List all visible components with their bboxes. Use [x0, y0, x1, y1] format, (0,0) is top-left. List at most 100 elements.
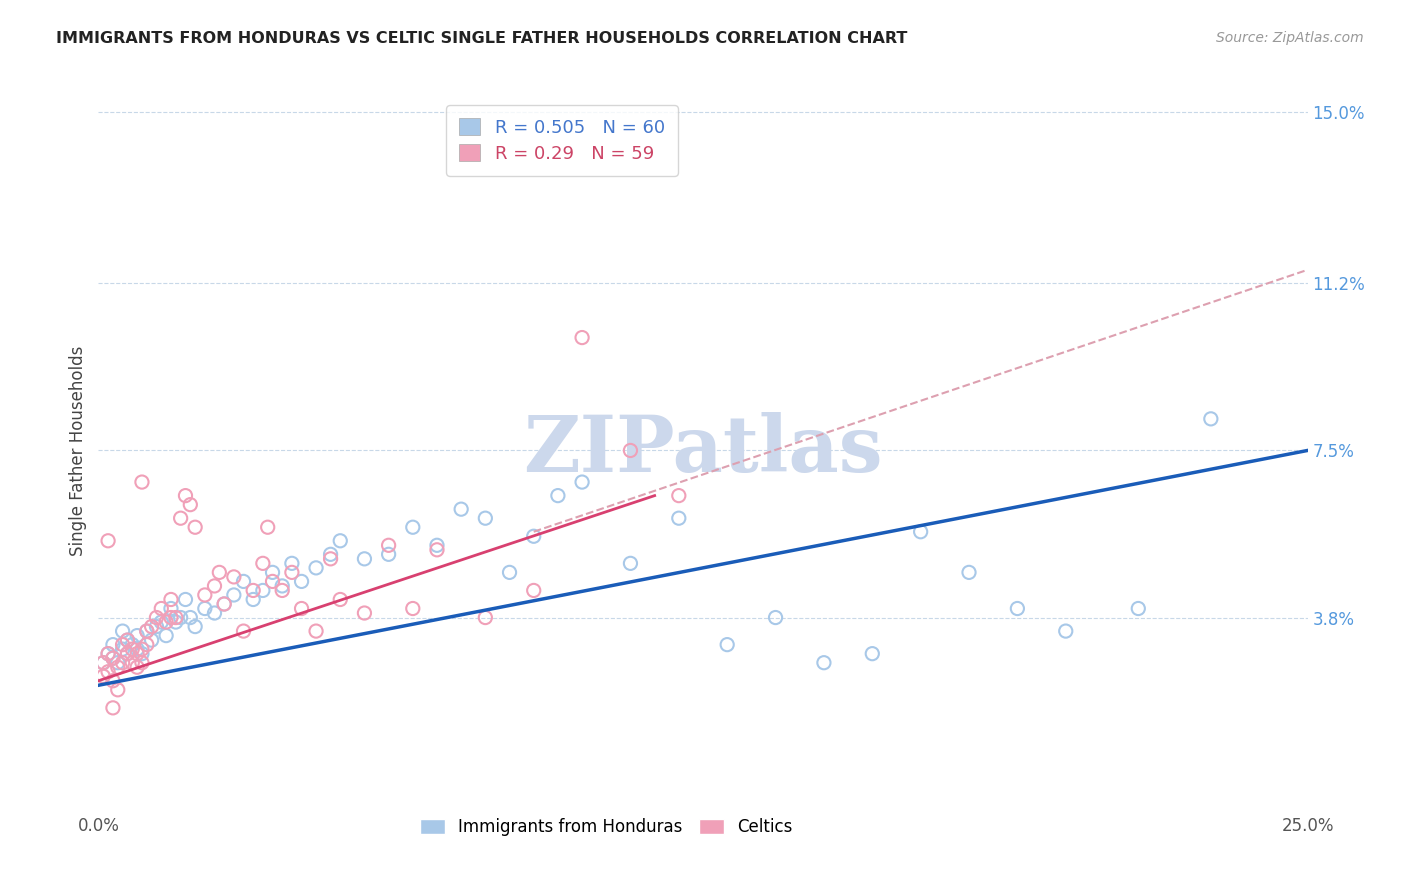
Point [184, 520, 207, 534]
Point [97, 647, 120, 661]
Point [474, 610, 496, 624]
Point [262, 574, 284, 589]
Text: Source: ZipAtlas.com: Source: ZipAtlas.com [1216, 31, 1364, 45]
Point [204, 579, 226, 593]
Point [571, 475, 593, 489]
Point [127, 647, 149, 661]
Point [571, 330, 593, 344]
Y-axis label: Single Father Households: Single Father Households [69, 345, 87, 556]
Point [498, 566, 520, 580]
Point [111, 638, 134, 652]
Point [910, 524, 932, 539]
Point [97, 647, 120, 661]
Point [765, 610, 787, 624]
Point [377, 547, 399, 561]
Point [619, 557, 641, 571]
Text: ZIPatlas: ZIPatlas [523, 412, 883, 489]
Point [1199, 412, 1222, 426]
Point [91, 656, 114, 670]
Point [242, 583, 264, 598]
Point [174, 592, 197, 607]
Point [131, 656, 153, 670]
Point [165, 615, 187, 629]
Point [319, 547, 342, 561]
Point [160, 601, 183, 615]
Point [179, 610, 201, 624]
Point [91, 669, 114, 683]
Point [111, 642, 134, 657]
Point [319, 551, 342, 566]
Point [101, 701, 124, 715]
Point [242, 592, 264, 607]
Point [127, 642, 149, 657]
Point [957, 566, 980, 580]
Point [150, 615, 173, 629]
Point [101, 673, 124, 688]
Point [150, 601, 173, 615]
Point [619, 443, 641, 458]
Point [281, 557, 304, 571]
Point [262, 566, 284, 580]
Point [281, 566, 304, 580]
Point [121, 638, 143, 652]
Point [160, 592, 183, 607]
Point [204, 606, 226, 620]
Point [450, 502, 472, 516]
Point [271, 579, 294, 593]
Point [305, 561, 328, 575]
Point [252, 583, 274, 598]
Point [426, 538, 449, 552]
Point [179, 498, 201, 512]
Point [117, 647, 139, 661]
Point [131, 475, 153, 489]
Point [101, 651, 124, 665]
Point [252, 557, 274, 571]
Point [860, 647, 883, 661]
Point [121, 656, 143, 670]
Point [402, 520, 425, 534]
Point [141, 619, 163, 633]
Point [212, 597, 235, 611]
Point [232, 624, 254, 639]
Point [426, 542, 449, 557]
Point [155, 629, 177, 643]
Point [271, 583, 294, 598]
Point [212, 597, 235, 611]
Text: IMMIGRANTS FROM HONDURAS VS CELTIC SINGLE FATHER HOUSEHOLDS CORRELATION CHART: IMMIGRANTS FROM HONDURAS VS CELTIC SINGL… [56, 31, 908, 46]
Point [165, 610, 187, 624]
Point [184, 619, 207, 633]
Point [402, 601, 425, 615]
Point [117, 633, 139, 648]
Point [222, 588, 245, 602]
Point [329, 592, 352, 607]
Point [135, 624, 157, 639]
Point [160, 610, 183, 624]
Point [121, 642, 143, 657]
Point [353, 606, 375, 620]
Point [329, 533, 352, 548]
Point [97, 665, 120, 679]
Point [101, 651, 124, 665]
Point [208, 566, 231, 580]
Point [194, 588, 217, 602]
Point [155, 615, 177, 629]
Point [145, 619, 167, 633]
Point [107, 660, 129, 674]
Point [474, 511, 496, 525]
Point [141, 633, 163, 648]
Point [523, 529, 546, 543]
Point [127, 660, 149, 674]
Point [97, 533, 120, 548]
Point [145, 610, 167, 624]
Point [135, 624, 157, 639]
Point [135, 638, 157, 652]
Point [668, 511, 690, 525]
Point [111, 624, 134, 639]
Point [547, 489, 569, 503]
Point [101, 638, 124, 652]
Point [290, 574, 312, 589]
Point [117, 647, 139, 661]
Point [194, 601, 217, 615]
Point [107, 656, 129, 670]
Point [1054, 624, 1077, 639]
